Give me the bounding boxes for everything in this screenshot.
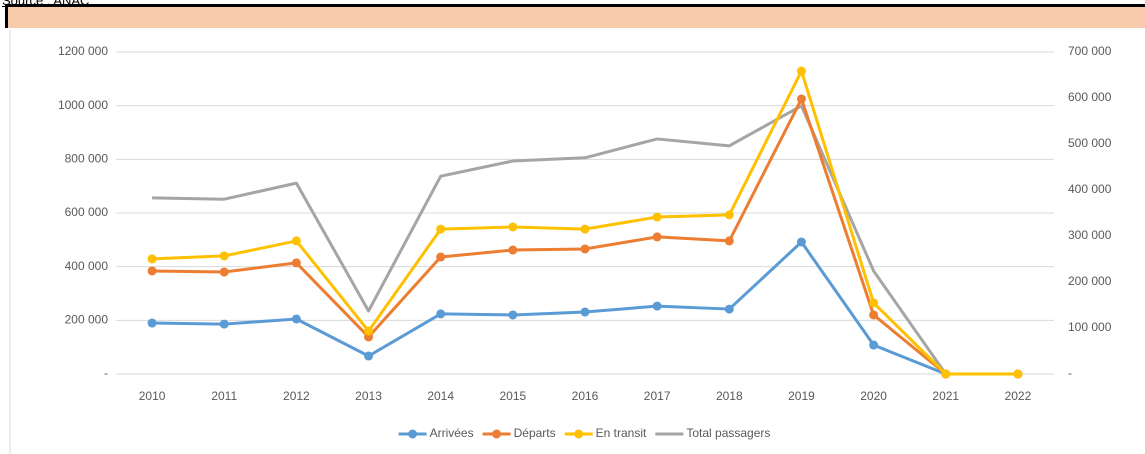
point bbox=[724, 236, 734, 246]
point bbox=[436, 252, 446, 262]
y2-tick-label: 500 000 bbox=[1068, 136, 1112, 150]
header-band bbox=[5, 4, 1145, 28]
point bbox=[1013, 369, 1023, 379]
point bbox=[869, 340, 879, 350]
point bbox=[147, 254, 157, 264]
y-tick-label: 800 000 bbox=[65, 152, 109, 166]
y2-tick-label: - bbox=[1068, 366, 1072, 380]
x-tick-label: 2020 bbox=[860, 389, 887, 403]
x-tick-label: 2014 bbox=[427, 389, 454, 403]
legend-label: Total passagers bbox=[686, 426, 770, 440]
y-tick-label: 600 000 bbox=[65, 205, 109, 219]
point bbox=[219, 267, 229, 277]
y2-tick-label: 600 000 bbox=[1068, 90, 1112, 104]
point bbox=[941, 369, 951, 379]
series-line bbox=[152, 97, 1018, 376]
x-tick-label: 2017 bbox=[644, 389, 671, 403]
legend-marker bbox=[492, 429, 502, 439]
point bbox=[364, 326, 374, 336]
y2-tick-label: 400 000 bbox=[1068, 182, 1112, 196]
point bbox=[580, 244, 590, 254]
point bbox=[652, 212, 662, 222]
point bbox=[364, 351, 374, 361]
y-tick-label: 1000 000 bbox=[58, 98, 108, 112]
point bbox=[869, 310, 879, 320]
y-tick-label: 1200 000 bbox=[58, 44, 108, 58]
point bbox=[508, 310, 518, 320]
x-tick-label: 2010 bbox=[139, 389, 166, 403]
point bbox=[436, 224, 446, 234]
y2-tick-label: 700 000 bbox=[1068, 44, 1112, 58]
point bbox=[291, 314, 301, 324]
x-tick-label: 2013 bbox=[355, 389, 382, 403]
legend-label: Arrivées bbox=[430, 426, 474, 440]
point bbox=[291, 258, 301, 268]
y-tick-label: 200 000 bbox=[65, 313, 109, 327]
series-line bbox=[152, 104, 1018, 376]
point bbox=[508, 222, 518, 232]
point bbox=[147, 266, 157, 276]
x-tick-label: 2011 bbox=[211, 389, 237, 403]
point bbox=[147, 318, 157, 328]
y2-tick-label: 200 000 bbox=[1068, 274, 1112, 288]
point bbox=[724, 304, 734, 314]
legend-marker bbox=[574, 429, 584, 439]
point bbox=[796, 94, 806, 104]
x-tick-label: 2022 bbox=[1005, 389, 1032, 403]
x-tick-label: 2021 bbox=[932, 389, 959, 403]
point bbox=[291, 236, 301, 246]
x-tick-label: 2016 bbox=[572, 389, 599, 403]
y2-tick-label: 100 000 bbox=[1068, 320, 1112, 334]
point bbox=[219, 319, 229, 329]
legend-label: Départs bbox=[514, 426, 556, 440]
y-tick-label: 400 000 bbox=[65, 259, 109, 273]
point bbox=[652, 301, 662, 311]
legend-label: En transit bbox=[596, 426, 647, 440]
point bbox=[652, 232, 662, 242]
point bbox=[869, 298, 879, 308]
point bbox=[580, 224, 590, 234]
point bbox=[796, 66, 806, 76]
point bbox=[724, 210, 734, 220]
point bbox=[219, 251, 229, 261]
point bbox=[436, 309, 446, 319]
y-tick-label: - bbox=[104, 366, 108, 380]
legend-marker bbox=[408, 429, 418, 439]
point bbox=[508, 245, 518, 255]
point bbox=[580, 307, 590, 317]
x-tick-label: 2012 bbox=[283, 389, 310, 403]
x-tick-label: 2018 bbox=[716, 389, 743, 403]
point bbox=[796, 237, 806, 247]
y2-tick-label: 300 000 bbox=[1068, 228, 1112, 242]
x-tick-label: 2015 bbox=[499, 389, 526, 403]
x-tick-label: 2019 bbox=[788, 389, 815, 403]
